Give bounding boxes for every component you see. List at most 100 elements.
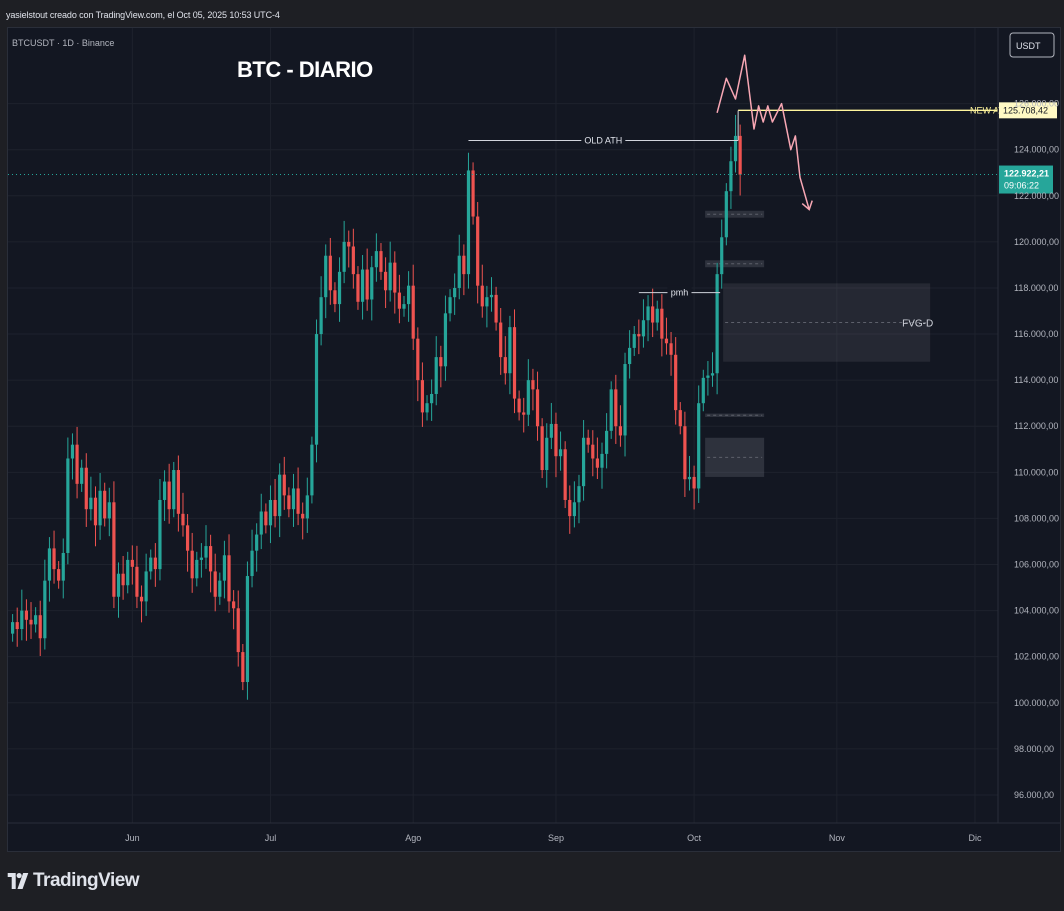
pmh-label-bg — [667, 285, 692, 299]
candle — [664, 338, 669, 344]
time-tick-label: Dic — [968, 833, 981, 843]
candle — [439, 357, 443, 367]
candle — [641, 320, 646, 337]
candle — [365, 269, 369, 300]
candle — [107, 502, 111, 519]
candle — [204, 546, 208, 558]
new-ath-price-label: 125.708,42 — [1003, 105, 1048, 115]
fvg-zone — [705, 413, 765, 418]
candle — [614, 389, 618, 427]
candle — [678, 410, 682, 427]
candle — [213, 571, 217, 597]
candle — [158, 499, 162, 570]
candle — [222, 555, 227, 581]
candle — [545, 437, 549, 471]
price-tick-label: 106.000,00 — [1014, 560, 1059, 570]
candle — [176, 470, 180, 514]
candle — [558, 449, 563, 457]
candle — [360, 269, 365, 302]
candle — [98, 490, 102, 526]
candle — [57, 569, 61, 581]
candle — [480, 285, 484, 307]
candle — [264, 511, 268, 526]
candle — [554, 423, 558, 457]
candle — [595, 458, 599, 468]
candle — [420, 380, 425, 413]
candle — [535, 389, 540, 427]
candle — [499, 322, 503, 358]
candle — [416, 338, 420, 381]
candle — [724, 191, 728, 238]
candle — [149, 557, 153, 572]
candle — [126, 559, 130, 586]
candle — [430, 393, 434, 404]
candle — [236, 608, 240, 653]
candle — [342, 241, 346, 272]
candle — [388, 262, 392, 291]
candle — [337, 271, 342, 305]
price-tick-label: 124.000,00 — [1014, 145, 1059, 155]
candle — [655, 308, 659, 323]
candle — [646, 306, 650, 321]
candle — [103, 490, 107, 519]
currency-button[interactable]: USDT — [1009, 32, 1055, 58]
candle — [540, 426, 544, 471]
pmh-label: pmh — [671, 288, 689, 298]
candle — [181, 513, 185, 526]
price-axis[interactable]: 96.000,00 98.000,00 100.000,00 102.000,00 10… — [997, 28, 1059, 823]
candle — [34, 615, 38, 625]
candle — [301, 513, 305, 519]
price-tick-label: 102.000,00 — [1014, 652, 1059, 662]
price-tick-label: 120.000,00 — [1014, 237, 1059, 247]
candle — [52, 548, 56, 570]
candle — [466, 170, 471, 275]
candle — [310, 444, 314, 496]
price-tick-label: 118.000,00 — [1014, 283, 1058, 293]
candle — [476, 216, 480, 286]
price-tick-label: 122.000,00 — [1014, 191, 1059, 201]
price-tick-label: 112.000,00 — [1014, 421, 1058, 431]
candle — [282, 474, 286, 496]
chart-title: BTC - DIARIO — [237, 57, 373, 82]
fvg-zone — [705, 260, 765, 268]
candle — [674, 354, 678, 411]
candle — [397, 292, 401, 309]
tradingview-brand: TradingView — [33, 870, 140, 891]
candle — [314, 334, 319, 445]
candle — [683, 426, 687, 480]
candle — [273, 499, 277, 517]
candle — [93, 497, 98, 526]
candle — [581, 437, 586, 487]
price-tick-label: 100.000,00 — [1014, 698, 1059, 708]
candle — [167, 481, 171, 510]
candle — [70, 444, 75, 459]
new-ath-label: NEW ATH — [970, 105, 1010, 115]
candle — [706, 375, 710, 378]
candle — [434, 357, 438, 394]
time-axis[interactable]: Jun Jul Ago Sep Oct Nov Dic — [8, 822, 1060, 843]
candle — [24, 610, 29, 620]
candle — [623, 364, 627, 436]
candle — [549, 423, 553, 438]
candle — [324, 255, 328, 298]
candle — [80, 467, 84, 484]
candle — [687, 476, 692, 480]
chart-panel[interactable]: FVG-D NEW ATH 125.708,42 OLD ATH pmh 122.922… — [7, 27, 1061, 852]
candle — [130, 559, 134, 567]
old-ath-label-bg — [581, 133, 626, 147]
candle — [139, 596, 144, 602]
fvg-zone — [705, 210, 765, 218]
candle — [47, 548, 52, 581]
candle — [15, 622, 19, 630]
chart-caption: yasielstout creado con TradingView.com, … — [6, 10, 280, 20]
time-tick-label: Nov — [829, 833, 846, 843]
candle — [485, 297, 489, 307]
candle — [250, 550, 254, 577]
price-tick-label: 96.000,00 — [1014, 790, 1054, 800]
footer: TradingView — [7, 866, 140, 896]
candle — [287, 495, 291, 510]
candle — [660, 308, 664, 339]
candle — [494, 294, 498, 323]
candle — [278, 474, 282, 517]
